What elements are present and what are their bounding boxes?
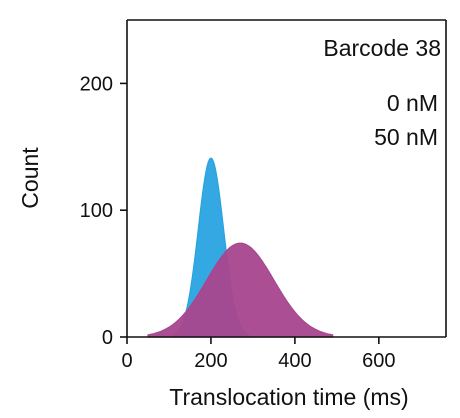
legend-entry-0-nm: 0 nM: [387, 90, 438, 116]
x-axis-title: Translocation time (ms): [169, 384, 408, 410]
y-tick-label-100: 100: [80, 200, 113, 222]
series-layer: [147, 157, 334, 338]
x-tick-label-400: 400: [278, 350, 311, 372]
y-axis-title: Count: [17, 147, 43, 209]
y-tick-label-0: 0: [102, 327, 113, 349]
x-tick-label-600: 600: [362, 350, 395, 372]
barcode-annotation: Barcode 38: [323, 35, 441, 61]
tick-layer: 0 200 400 600 0 100 200: [80, 73, 396, 372]
series-area-50-nm: [147, 242, 334, 338]
x-tick-label-0: 0: [121, 350, 132, 372]
y-tick-label-200: 200: [80, 73, 113, 95]
legend-entry-50-nm: 50 nM: [374, 124, 438, 150]
x-tick-label-200: 200: [194, 350, 227, 372]
